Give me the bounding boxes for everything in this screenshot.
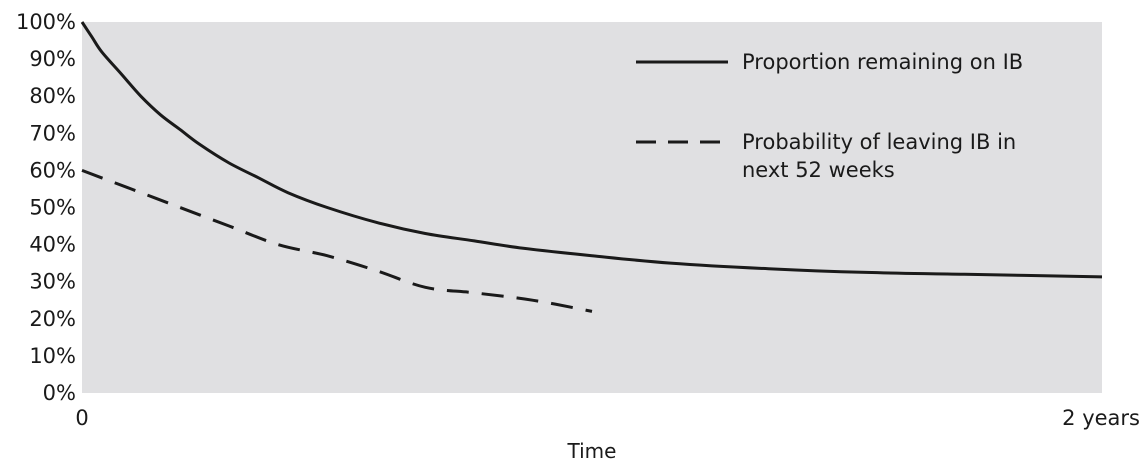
series-layer bbox=[80, 21, 1103, 313]
y-axis-ticks: 0% 10% 20% 30% 40% 50% 60% 70% 80% 90% 100% bbox=[16, 10, 76, 405]
plot-area bbox=[82, 22, 1102, 393]
y-tick-label: 10% bbox=[29, 344, 76, 368]
y-tick-label: 100% bbox=[16, 10, 76, 34]
series-line-proportion-remaining bbox=[80, 21, 1103, 279]
y-tick-label: 30% bbox=[29, 270, 76, 294]
x-axis-ticks: 0 2 years bbox=[75, 406, 1140, 430]
legend-label: Proportion remaining on IB bbox=[742, 50, 1023, 74]
y-tick-label: 60% bbox=[29, 158, 76, 182]
legend: Proportion remaining on IB Probability of… bbox=[636, 50, 1023, 182]
y-tick-label: 90% bbox=[29, 47, 76, 71]
x-axis-title: Time bbox=[567, 439, 617, 463]
y-tick-label: 50% bbox=[29, 196, 76, 220]
y-tick-label: 40% bbox=[29, 233, 76, 257]
series-line-probability-leaving bbox=[81, 168, 593, 313]
y-tick-label: 0% bbox=[43, 381, 76, 405]
y-tick-label: 70% bbox=[29, 121, 76, 145]
x-tick-label: 2 years bbox=[1062, 406, 1140, 430]
y-tick-label: 20% bbox=[29, 307, 76, 331]
legend-label: Probability of leaving IB in next 52 week… bbox=[742, 130, 1016, 182]
y-tick-label: 80% bbox=[29, 84, 76, 108]
x-tick-label: 0 bbox=[75, 406, 88, 430]
